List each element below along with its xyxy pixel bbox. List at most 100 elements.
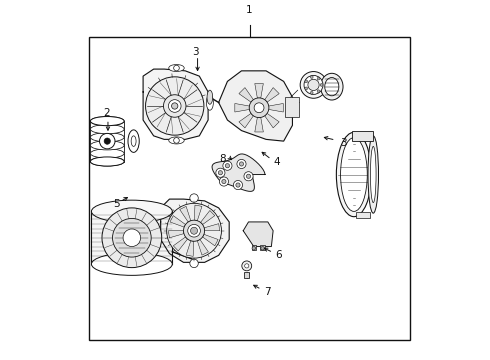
Bar	[352, 131, 373, 141]
Circle shape	[245, 264, 249, 268]
Text: 8: 8	[219, 154, 225, 164]
Circle shape	[249, 98, 269, 118]
Ellipse shape	[90, 133, 124, 142]
Polygon shape	[269, 103, 283, 112]
Circle shape	[308, 79, 319, 90]
Polygon shape	[161, 199, 229, 262]
Circle shape	[99, 134, 115, 149]
Ellipse shape	[90, 117, 124, 126]
Bar	[356, 212, 370, 219]
Text: 3: 3	[193, 46, 199, 57]
Circle shape	[190, 194, 198, 202]
Polygon shape	[170, 216, 186, 227]
Circle shape	[113, 219, 151, 257]
Circle shape	[223, 161, 232, 170]
Ellipse shape	[341, 138, 368, 211]
Circle shape	[305, 80, 308, 83]
Circle shape	[102, 208, 162, 267]
Ellipse shape	[336, 132, 371, 217]
Text: 2: 2	[103, 108, 110, 118]
Ellipse shape	[370, 147, 376, 203]
Polygon shape	[169, 231, 184, 238]
Circle shape	[191, 227, 197, 234]
Circle shape	[222, 179, 226, 184]
Ellipse shape	[128, 130, 139, 152]
Text: 3: 3	[340, 138, 347, 148]
Polygon shape	[265, 87, 279, 102]
Ellipse shape	[90, 157, 124, 166]
Polygon shape	[255, 84, 263, 98]
Circle shape	[252, 247, 256, 250]
Bar	[252, 245, 256, 250]
Ellipse shape	[325, 77, 339, 96]
Circle shape	[320, 84, 323, 86]
Polygon shape	[143, 69, 208, 139]
Circle shape	[167, 203, 221, 258]
Circle shape	[169, 100, 181, 112]
Polygon shape	[180, 206, 191, 222]
Ellipse shape	[90, 141, 124, 150]
Circle shape	[146, 77, 204, 135]
Circle shape	[236, 183, 240, 187]
Circle shape	[254, 103, 264, 113]
Polygon shape	[173, 237, 188, 251]
Ellipse shape	[131, 136, 136, 147]
Bar	[89, 37, 410, 339]
Circle shape	[310, 91, 313, 94]
Text: 6: 6	[275, 250, 282, 260]
Circle shape	[305, 87, 308, 90]
Polygon shape	[195, 205, 202, 221]
Ellipse shape	[90, 149, 124, 158]
Polygon shape	[265, 113, 279, 128]
Polygon shape	[204, 224, 220, 231]
Circle shape	[225, 163, 229, 168]
Circle shape	[188, 224, 200, 237]
Circle shape	[310, 76, 313, 78]
Polygon shape	[202, 234, 218, 246]
Circle shape	[261, 247, 264, 250]
Circle shape	[300, 72, 327, 98]
Circle shape	[184, 220, 205, 241]
Polygon shape	[219, 71, 293, 141]
Circle shape	[304, 75, 323, 94]
Circle shape	[242, 261, 252, 271]
Circle shape	[219, 171, 222, 175]
Polygon shape	[92, 211, 172, 264]
Polygon shape	[212, 154, 265, 192]
Ellipse shape	[320, 73, 343, 100]
Circle shape	[237, 159, 246, 168]
Circle shape	[246, 174, 250, 178]
Circle shape	[172, 103, 178, 109]
Circle shape	[123, 229, 141, 247]
Circle shape	[317, 90, 320, 93]
Ellipse shape	[206, 95, 213, 110]
Ellipse shape	[90, 117, 124, 126]
Polygon shape	[200, 211, 215, 225]
Circle shape	[164, 95, 186, 117]
Polygon shape	[255, 117, 263, 132]
Ellipse shape	[169, 137, 184, 144]
Ellipse shape	[90, 157, 124, 166]
Ellipse shape	[368, 136, 378, 213]
Polygon shape	[235, 103, 249, 112]
Circle shape	[220, 177, 228, 186]
Circle shape	[173, 65, 179, 71]
Circle shape	[317, 77, 320, 80]
Text: 5: 5	[114, 199, 120, 210]
Polygon shape	[239, 113, 253, 128]
Bar	[285, 97, 299, 117]
Circle shape	[104, 138, 110, 144]
Ellipse shape	[169, 64, 184, 72]
Ellipse shape	[207, 90, 213, 104]
Polygon shape	[243, 222, 273, 247]
Circle shape	[190, 259, 198, 267]
Text: 4: 4	[273, 157, 280, 167]
Bar	[261, 245, 265, 250]
Polygon shape	[186, 241, 194, 256]
Circle shape	[240, 162, 244, 166]
Circle shape	[216, 168, 225, 177]
Bar	[245, 272, 249, 278]
Polygon shape	[239, 87, 253, 102]
Circle shape	[233, 180, 243, 190]
Ellipse shape	[92, 253, 172, 275]
